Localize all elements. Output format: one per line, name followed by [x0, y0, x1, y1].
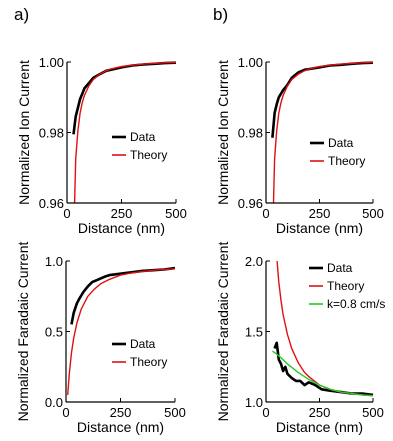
series-line-data: [70, 266, 176, 325]
y-tick-label: 0.98: [39, 126, 64, 141]
y-tick-label: 0.96: [39, 196, 64, 211]
x-axis-label: Distance (nm): [276, 220, 363, 236]
y-tick-label: 1.5: [245, 325, 263, 340]
y-tick-label: 2.0: [245, 254, 263, 269]
x-tick-label: 0: [262, 206, 269, 221]
panel-label-b: b): [213, 5, 228, 24]
y-axis-label: Normalized Faradaic Current: [15, 242, 31, 422]
x-tick-label: 500: [165, 206, 187, 221]
chart-b-bottom: 0 250 500 1.0 1.5 2.0 Distance (nm) Normalized …: [215, 242, 385, 435]
series-line-data: [271, 61, 374, 138]
x-axis-label: Distance (nm): [276, 419, 363, 435]
legend-entry: k=0.8 cm/s: [327, 297, 385, 311]
y-tick-label: 1.00: [238, 55, 263, 70]
series-line-theory: [272, 61, 374, 204]
chart-b-top: 0 250 500 0.96 0.98 1.00 Distance (nm) Normaliz…: [215, 55, 384, 236]
series-line-data: [72, 61, 177, 135]
legend-entry: Theory: [130, 355, 167, 369]
x-tick-label: 500: [164, 405, 186, 420]
x-tick-label: 250: [309, 206, 331, 221]
y-axis-label: Normalized Faradaic Current: [215, 242, 231, 422]
series-line-theory: [73, 61, 177, 204]
series-line-k-0-8-cm-s: [272, 350, 374, 397]
y-tick-label: 0.0: [45, 395, 63, 410]
x-tick-label: 0: [62, 405, 69, 420]
x-tick-label: 250: [111, 206, 133, 221]
legend-entry: Data: [327, 261, 353, 275]
legend-entry: Theory: [130, 148, 167, 162]
legend-entry: Theory: [327, 279, 364, 293]
x-tick-label: 250: [309, 405, 331, 420]
y-tick-label: 1.0: [245, 395, 263, 410]
legend-entry: Data: [130, 337, 156, 351]
y-axis-label: Normalized Ion Current: [16, 60, 32, 205]
x-axis-label: Distance (nm): [77, 419, 164, 435]
y-tick-label: 1.00: [39, 55, 64, 70]
y-tick-label: 0.98: [238, 126, 263, 141]
chart-a-top: 0 250 500 0.96 0.98 1.00 Distance (nm) Normaliz…: [16, 55, 187, 236]
y-tick-label: 0.96: [238, 196, 263, 211]
x-tick-label: 0: [262, 405, 269, 420]
y-tick-label: 1.0: [45, 254, 63, 269]
panel-label-a: a): [14, 5, 29, 24]
y-tick-label: 0.5: [45, 325, 63, 340]
x-tick-label: 250: [110, 405, 132, 420]
legend-entry: Data: [130, 130, 156, 144]
x-tick-label: 500: [362, 405, 384, 420]
series-line-theory: [67, 268, 176, 395]
legend-entry: Data: [328, 136, 354, 150]
x-tick-label: 500: [362, 206, 384, 221]
chart-a-bottom: 0 250 500 0.0 0.5 1.0 Distance (nm) Normalized …: [15, 242, 186, 435]
x-axis-label: Distance (nm): [78, 220, 165, 236]
x-tick-label: 0: [63, 206, 70, 221]
legend-entry: Theory: [328, 154, 365, 168]
y-axis-label: Normalized Ion Current: [215, 60, 231, 205]
